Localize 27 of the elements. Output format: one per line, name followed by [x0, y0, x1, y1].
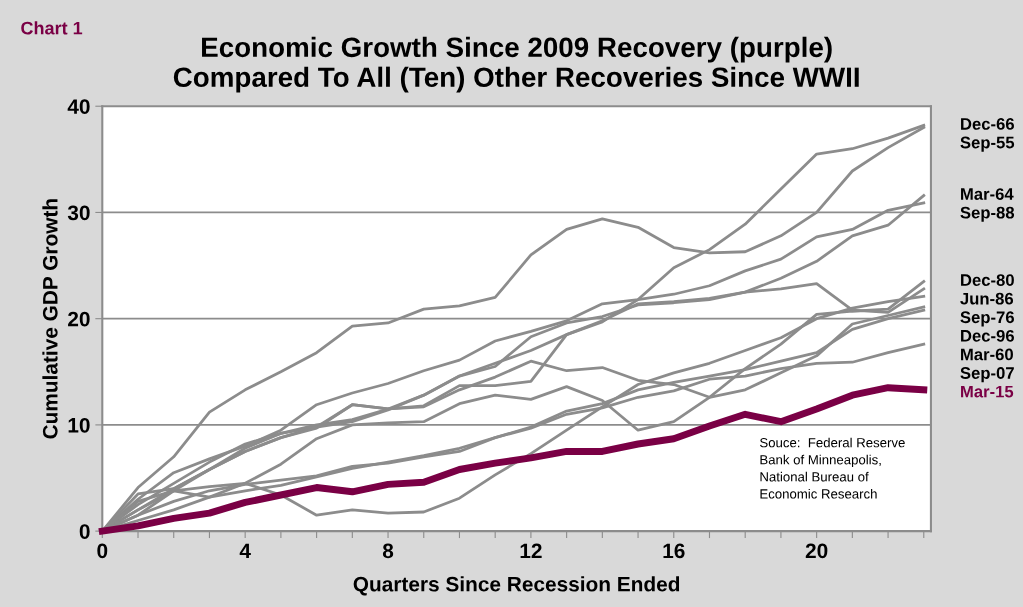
x-tick-label: 4	[239, 543, 251, 559]
x-axis-title: Quarters Since Recession Ended	[353, 576, 680, 596]
x-tick-label: 16	[663, 543, 685, 559]
y-tick-label: 40	[67, 99, 90, 114]
text: Sep-55	[960, 136, 1015, 152]
chart-title: Economic Growth Since 2009 Recovery (purple) Compared To All (Ten) Other Recoveries Since WWII	[173, 36, 859, 93]
y-tick-label: 20	[68, 311, 90, 327]
x-tick-label: 12	[520, 543, 542, 559]
text: Mar-64	[961, 188, 1014, 200]
y-tick-label: 10	[68, 417, 90, 433]
text: Sep-07	[960, 367, 1014, 383]
y-tick-label: 30	[67, 205, 90, 221]
y-tick-label: 0	[79, 524, 90, 539]
text: Dec-80	[961, 274, 1014, 286]
text: Mar-60	[961, 348, 1013, 361]
x-tick-label: 20	[805, 543, 828, 559]
text: Sep-88	[960, 206, 1015, 222]
x-tick-label: 0	[97, 543, 108, 559]
caption: Chart 1	[21, 21, 83, 35]
text: Dec-66	[961, 118, 1014, 130]
text: Dec-96	[961, 329, 1014, 342]
text: Mar-15	[961, 385, 1014, 398]
text: Jun-86	[960, 292, 1014, 305]
y-axis-title: Cumulative GDP Growth	[42, 199, 58, 439]
text: Sep-76	[960, 311, 1014, 327]
annotation: Souce: Federal Reserve Bank of Minneapolis, National Bureau of Economic Research	[760, 437, 905, 499]
x-tick-label: 8	[382, 543, 394, 559]
